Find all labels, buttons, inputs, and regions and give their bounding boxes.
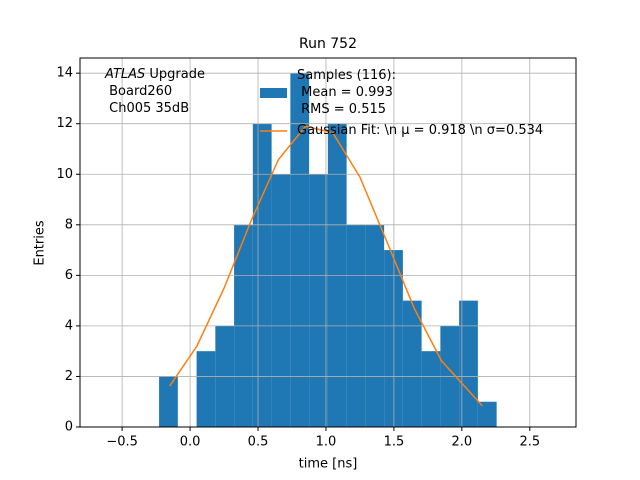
x-tick-label: 0.0 bbox=[180, 435, 201, 450]
plot-frame bbox=[79, 57, 577, 428]
bar bbox=[196, 351, 216, 427]
y-tick-label: 4 bbox=[65, 318, 73, 333]
x-tick-label: −0.5 bbox=[106, 435, 138, 450]
annotation: ATLAS Upgrade Board260 Ch005 35dB bbox=[105, 66, 205, 117]
bar bbox=[477, 401, 497, 427]
bar bbox=[290, 73, 310, 428]
y-tick-label: 6 bbox=[65, 268, 73, 283]
y-tick-label: 12 bbox=[56, 116, 73, 131]
x-tick-label: 1.0 bbox=[316, 435, 337, 450]
bar bbox=[421, 351, 441, 427]
bar bbox=[271, 174, 291, 427]
legend-label: Gaussian Fit: \n μ = 0.918 \n σ=0.534 bbox=[297, 123, 544, 138]
y-tick-label: 10 bbox=[56, 167, 73, 182]
x-tick-label: 0.5 bbox=[248, 435, 269, 450]
x-tick-label: 2.0 bbox=[452, 435, 473, 450]
chart-title: Run 752 bbox=[299, 36, 357, 52]
y-tick-label: 0 bbox=[65, 420, 73, 435]
annotation-text: Upgrade Board260 Ch005 35dB bbox=[109, 67, 205, 116]
bar bbox=[402, 300, 422, 427]
x-axis-label: time [ns] bbox=[299, 457, 358, 472]
bar bbox=[309, 174, 328, 427]
y-tick-label: 2 bbox=[65, 369, 73, 384]
y-axis-label: Entries bbox=[33, 220, 48, 266]
x-tick-label: 2.5 bbox=[519, 435, 540, 450]
bar bbox=[159, 376, 178, 427]
legend-label: Samples (116): Mean = 0.993 RMS = 0.515 bbox=[297, 68, 396, 117]
bar bbox=[384, 250, 403, 427]
legend-swatch bbox=[260, 88, 287, 98]
annotation-emphasis: ATLAS bbox=[105, 67, 146, 82]
x-tick-label: 1.5 bbox=[384, 435, 405, 450]
y-tick-label: 8 bbox=[65, 217, 73, 232]
fit-line bbox=[169, 125, 483, 407]
y-tick-label: 14 bbox=[56, 66, 73, 81]
